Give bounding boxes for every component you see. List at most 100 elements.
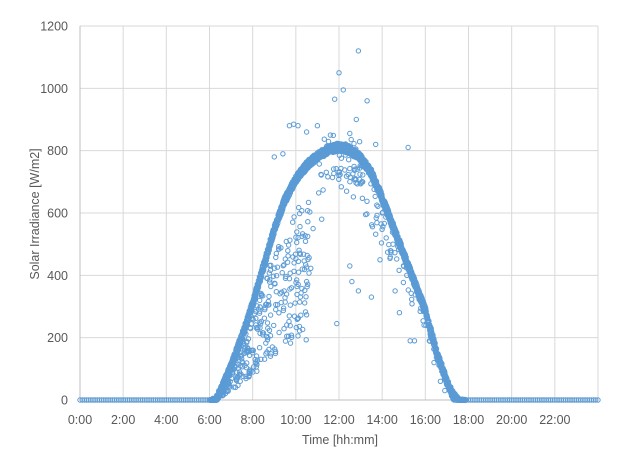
data-point xyxy=(325,143,332,149)
data-point xyxy=(420,308,427,315)
data-point xyxy=(258,292,264,299)
data-point xyxy=(271,265,278,271)
data-point xyxy=(428,325,434,332)
x-tick-label: 20:00 xyxy=(496,413,527,427)
data-point xyxy=(302,233,308,239)
data-point xyxy=(345,149,351,155)
data-point xyxy=(342,141,349,147)
data-point xyxy=(222,380,228,386)
data-point xyxy=(244,338,250,345)
data-point xyxy=(303,262,309,268)
data-point xyxy=(282,338,289,344)
data-point xyxy=(296,204,302,211)
data-point xyxy=(349,278,355,285)
data-point xyxy=(354,166,360,172)
data-point xyxy=(257,325,263,331)
data-point xyxy=(263,351,269,357)
data-point xyxy=(427,331,433,337)
data-point xyxy=(233,377,240,384)
data-point xyxy=(595,397,601,403)
data-point xyxy=(330,132,336,139)
data-point xyxy=(254,368,260,374)
x-tick-label: 2:00 xyxy=(111,413,135,427)
data-point xyxy=(227,378,233,385)
data-point xyxy=(296,247,302,254)
data-point xyxy=(302,309,309,315)
data-point xyxy=(387,248,394,254)
data-point xyxy=(266,293,272,300)
data-point xyxy=(351,167,358,174)
data-point xyxy=(296,328,303,334)
data-point xyxy=(412,284,419,290)
data-point xyxy=(375,203,381,210)
data-point xyxy=(369,222,375,228)
data-point xyxy=(383,235,389,241)
data-point xyxy=(411,338,418,344)
data-point xyxy=(394,256,400,262)
data-point xyxy=(378,189,384,195)
data-point xyxy=(295,258,302,265)
data-point xyxy=(281,262,287,268)
data-point xyxy=(303,312,310,318)
data-point xyxy=(287,270,293,276)
data-point xyxy=(273,273,280,279)
data-point xyxy=(371,186,377,193)
data-point xyxy=(400,279,407,286)
data-point xyxy=(260,266,267,272)
x-tick-label: 18:00 xyxy=(453,413,484,427)
data-point xyxy=(280,307,287,314)
data-point xyxy=(261,356,268,362)
data-point xyxy=(325,174,331,180)
data-point xyxy=(323,169,329,176)
data-point xyxy=(402,254,409,260)
data-point xyxy=(222,383,229,390)
y-tick-label: 1000 xyxy=(40,82,68,96)
data-point xyxy=(280,305,287,311)
data-point xyxy=(357,171,363,177)
data-point xyxy=(249,315,256,322)
data-point xyxy=(255,287,261,293)
data-point xyxy=(282,299,288,305)
y-tick-label: 800 xyxy=(47,144,68,158)
data-point xyxy=(396,267,402,273)
data-point xyxy=(218,387,224,393)
data-point xyxy=(233,359,239,365)
data-point xyxy=(229,367,236,373)
data-point xyxy=(336,70,342,76)
data-point xyxy=(408,290,414,296)
data-point xyxy=(417,308,423,314)
data-point xyxy=(340,87,346,93)
data-point xyxy=(292,251,299,257)
data-point xyxy=(336,169,342,175)
data-point xyxy=(350,194,357,200)
data-point xyxy=(397,237,403,243)
data-point xyxy=(254,303,260,309)
data-point xyxy=(243,331,249,337)
data-point xyxy=(364,198,370,205)
data-point xyxy=(347,179,353,185)
data-point xyxy=(297,299,303,305)
data-point xyxy=(409,296,415,302)
data-point xyxy=(306,270,312,276)
data-point xyxy=(438,363,445,369)
data-point xyxy=(359,195,366,202)
data-point xyxy=(267,353,274,359)
data-point xyxy=(337,172,343,178)
data-point xyxy=(224,373,230,380)
data-point xyxy=(351,140,357,147)
data-point xyxy=(287,237,293,243)
x-tick-label: 16:00 xyxy=(410,413,441,427)
data-point xyxy=(288,285,295,291)
data-point xyxy=(403,265,409,271)
data-point xyxy=(405,144,411,151)
data-point xyxy=(385,249,391,255)
data-point xyxy=(263,333,270,340)
data-point xyxy=(316,190,322,196)
data-point xyxy=(294,229,300,235)
data-point xyxy=(430,338,437,345)
data-point xyxy=(252,294,259,300)
data-point xyxy=(268,283,274,290)
data-point xyxy=(258,290,264,297)
data-point xyxy=(396,246,402,253)
